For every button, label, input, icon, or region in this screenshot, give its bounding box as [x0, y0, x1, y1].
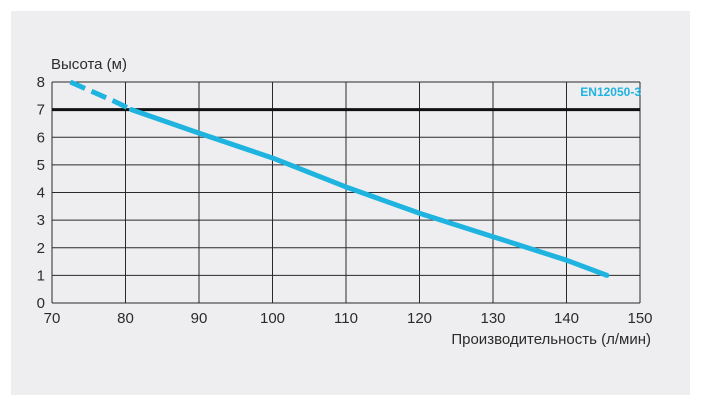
x-tick-label-0: 70	[44, 310, 61, 327]
x-tick-label-1: 80	[117, 310, 134, 327]
x-tick-label-2: 90	[191, 310, 208, 327]
x-tick-label-6: 130	[480, 310, 505, 327]
series-group	[69, 79, 610, 278]
y-tick-label-4: 4	[37, 185, 45, 202]
chart-panel: 0 1 2 3 4 5 6 7 8 70 80 90 100 110 120 130 140 150 Высот…	[11, 11, 690, 395]
x-tick-labels: 70 80 90 100 110 120 130 140 150	[44, 310, 653, 327]
y-tick-label-3: 3	[37, 212, 45, 229]
y-tick-label-6: 6	[37, 129, 45, 146]
x-tick-label-8: 150	[627, 310, 652, 327]
x-tick-label-7: 140	[554, 310, 579, 327]
series-line-0	[128, 107, 610, 278]
pump-performance-chart: 0 1 2 3 4 5 6 7 8 70 80 90 100 110 120 130 140 150 Высот…	[37, 56, 653, 348]
x-tick-label-4: 110	[334, 310, 358, 327]
x-tick-label-3: 100	[260, 310, 285, 327]
y-tick-label-2: 2	[37, 240, 45, 257]
y-tick-label-0: 0	[37, 295, 45, 312]
series-line-dashed-0	[69, 79, 133, 112]
x-tick-label-5: 120	[407, 310, 432, 327]
y-tick-label-1: 1	[37, 267, 45, 284]
y-tick-label-5: 5	[37, 157, 45, 174]
y-tick-labels: 0 1 2 3 4 5 6 7 8	[37, 74, 45, 312]
y-tick-label-7: 7	[37, 102, 45, 119]
y-axis-title: Высота (м)	[51, 56, 127, 73]
y-tick-label-8: 8	[37, 74, 45, 91]
reference-line-label: EN12050-3	[580, 85, 641, 99]
x-axis-title: Производительность (л/мин)	[451, 331, 651, 348]
